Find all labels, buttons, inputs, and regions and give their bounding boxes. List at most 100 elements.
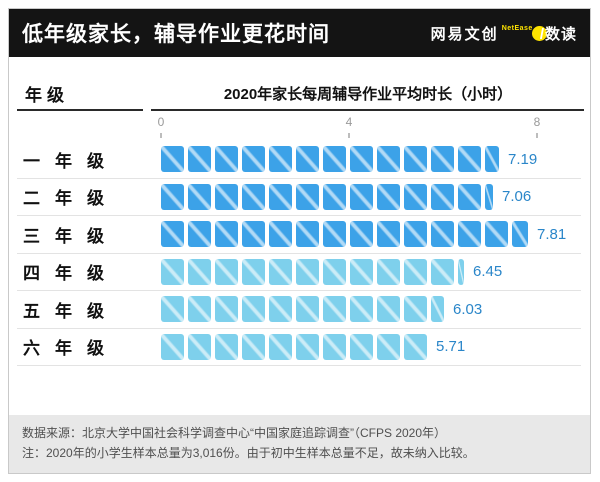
bar-segment: [242, 258, 265, 285]
header-divider-right: [151, 109, 584, 111]
page-title: 低年级家长，辅导作业更花时间: [22, 23, 330, 46]
bar-segment: [323, 258, 346, 285]
grade-label: 五年级: [23, 301, 119, 321]
brand-logo: 网易文创 NetEase /数读: [431, 23, 577, 44]
grade-label: 四年级: [23, 264, 119, 284]
bar-segment: [161, 333, 184, 360]
bar-segment: [431, 296, 444, 323]
bar-segment: [377, 296, 400, 323]
bar-segment: [323, 333, 346, 360]
bar-segment: [242, 146, 265, 173]
bar-segment: [188, 296, 211, 323]
bar: [161, 146, 499, 173]
bar-segment: [404, 146, 427, 173]
brand-name: 网易文创: [430, 25, 499, 43]
bar-segment: [485, 221, 508, 248]
footer: 数据来源：北京大学中国社会科学调查中心“中国家庭追踪调查”（CFPS 2020年…: [9, 415, 590, 473]
grade-row: 二年级 7.06: [17, 179, 581, 216]
bar-segment: [404, 183, 427, 210]
bar-segment: [431, 258, 454, 285]
bar-segment: [350, 258, 373, 285]
bar-segment: [404, 221, 427, 248]
bar-segment: [161, 146, 184, 173]
bar-segment: [377, 146, 400, 173]
bar: [161, 221, 528, 248]
bar-segment: [161, 221, 184, 248]
bar-segment: [215, 221, 238, 248]
logo-name: /数读: [539, 25, 577, 43]
bar-segment: [215, 146, 238, 173]
bar-segment: [269, 296, 292, 323]
bar-segment: [458, 258, 464, 285]
bar-segment: [296, 146, 319, 173]
grade-label: 六年级: [23, 339, 119, 359]
bar-segment: [377, 333, 400, 360]
bar-segment: [296, 258, 319, 285]
chart: 年级 2020年家长每周辅导作业平均时长（小时） 0 4 8 一年级 7.19 二年…: [9, 57, 590, 415]
bar: [161, 258, 464, 285]
bar-segment: [485, 183, 493, 210]
grade-row: 一年级 7.19: [17, 141, 581, 179]
chart-title: 2020年家长每周辅导作业平均时长（小时）: [223, 86, 513, 103]
bar-segment: [350, 221, 373, 248]
bar-segment: [269, 258, 292, 285]
value-label: 6.03: [453, 300, 483, 318]
bar-segment: [431, 183, 454, 210]
bar-segment: [431, 221, 454, 248]
bar-segment: [377, 258, 400, 285]
bar-segment: [242, 296, 265, 323]
bar-segment: [458, 221, 481, 248]
bar-segment: [269, 333, 292, 360]
grade-label: 一年级: [23, 151, 119, 171]
header-bar: 低年级家长，辅导作业更花时间 网易文创 NetEase /数读: [9, 9, 590, 57]
grade-row: 四年级 6.45: [17, 254, 581, 291]
bar-segment: [404, 333, 427, 360]
bar: [161, 333, 427, 360]
bar-segment: [350, 183, 373, 210]
grade-column-header: 年级: [25, 86, 69, 105]
bar-segment: [215, 183, 238, 210]
rows: 一年级 7.19 二年级 7.06 三年级 7.81 四年级 6.45 五年级 6.03 六年级 5.…: [17, 141, 581, 366]
bar-segment: [215, 296, 238, 323]
bar-segment: [377, 221, 400, 248]
bar-segment: [377, 183, 400, 210]
logo-dot-icon: [531, 25, 547, 41]
bar-segment: [350, 333, 373, 360]
bar-segment: [350, 146, 373, 173]
bar-segment: [296, 333, 319, 360]
value-label: 6.45: [473, 263, 503, 281]
value-label: 7.06: [502, 188, 532, 206]
bar-segment: [269, 183, 292, 210]
bar-segment: [296, 296, 319, 323]
method-note: 注：2020年的小学生样本总量为3,016份。由于初中生样本总量不足，故未纳入比…: [22, 445, 475, 460]
bar: [161, 296, 444, 323]
frame: 低年级家长，辅导作业更花时间 网易文创 NetEase /数读 年级 2020年…: [8, 8, 591, 474]
axis-tick-mark: [348, 133, 350, 138]
bar-segment: [350, 296, 373, 323]
bar-segment: [323, 221, 346, 248]
axis-tick-label: 8: [533, 115, 541, 129]
bar-segment: [242, 333, 265, 360]
bar-segment: [458, 146, 481, 173]
bar-segment: [512, 221, 528, 248]
bar-segment: [188, 333, 211, 360]
bar-segment: [323, 146, 346, 173]
bar-segment: [323, 183, 346, 210]
grade-row: 六年级 5.71: [17, 329, 581, 366]
netease-label: NetEase: [501, 24, 533, 32]
bar-segment: [404, 296, 427, 323]
bar-segment: [431, 146, 454, 173]
bar-segment: [161, 296, 184, 323]
bar-segment: [296, 183, 319, 210]
bar-segment: [296, 221, 319, 248]
bar-segment: [323, 296, 346, 323]
bar-segment: [269, 146, 292, 173]
source-note: 数据来源：北京大学中国社会科学调查中心“中国家庭追踪调查”（CFPS 2020年…: [22, 426, 447, 440]
bar-segment: [188, 258, 211, 285]
axis-tick-label: 0: [157, 115, 165, 129]
bar-segment: [188, 183, 211, 210]
grade-label: 三年级: [23, 226, 119, 246]
bar-segment: [458, 183, 481, 210]
grade-label: 二年级: [23, 189, 119, 209]
